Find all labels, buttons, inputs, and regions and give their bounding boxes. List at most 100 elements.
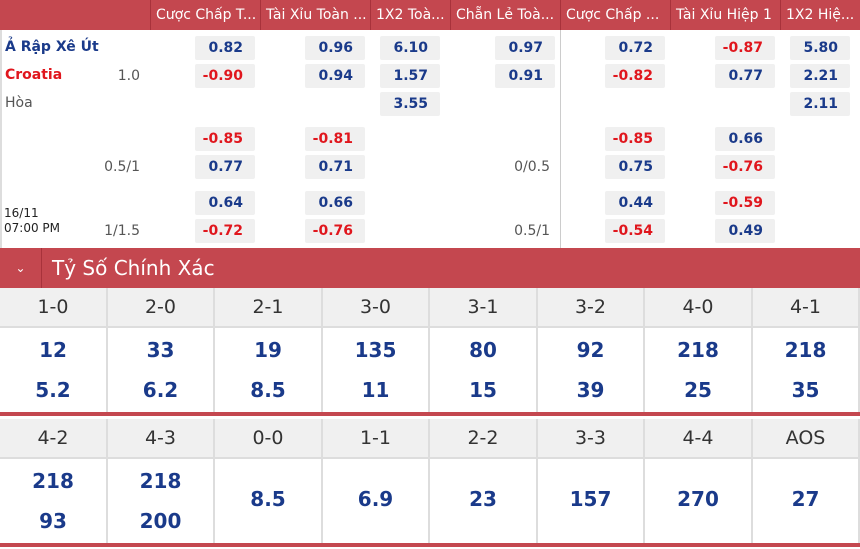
half-divider	[560, 30, 561, 248]
score-odds-cell[interactable]: 23	[430, 457, 538, 543]
score-odds-value[interactable]: 92	[576, 338, 605, 362]
odds-cell[interactable]: 2.11	[790, 92, 850, 116]
column-header[interactable]: 1X2 Toà...	[370, 0, 450, 30]
column-header[interactable]: Cược Chấp ...	[560, 0, 670, 30]
score-odds-value[interactable]: 80	[469, 338, 497, 362]
score-odds-value[interactable]: 270	[677, 487, 719, 511]
odds-cell[interactable]: -0.76	[305, 219, 365, 243]
score-odds-cell[interactable]: 218 35	[753, 326, 860, 412]
odds-cell[interactable]: 0.77	[715, 64, 775, 88]
column-header[interactable]: Chẵn Lẻ Toà...	[450, 0, 560, 30]
odds-cell[interactable]: -0.85	[195, 127, 255, 151]
score-odds-cell[interactable]: 218 93	[0, 457, 108, 543]
odds-cell[interactable]: 0.94	[305, 64, 365, 88]
score-odds-value[interactable]: 157	[569, 487, 612, 511]
odds-cell[interactable]: 0.97	[495, 36, 555, 60]
row-divider	[0, 543, 860, 547]
score-odds-value[interactable]: 218	[32, 469, 74, 493]
odds-cell[interactable]: -0.87	[715, 36, 775, 60]
score-odds-cell[interactable]: 218 200	[108, 457, 215, 543]
column-header[interactable]: Tài Xỉu Hiệp 1	[670, 0, 780, 30]
score-odds-cell[interactable]: 33 6.2	[108, 326, 215, 412]
score-label: 3-1	[430, 288, 538, 326]
odds-cell[interactable]: 0.82	[195, 36, 255, 60]
score-label: 1-1	[323, 419, 430, 457]
handicap-line-label: 0.5/1	[104, 159, 140, 175]
handicap-line-label: 0/0.5	[514, 159, 550, 175]
score-odds-value[interactable]: 218	[139, 469, 182, 493]
score-odds-value[interactable]: 23	[469, 487, 497, 511]
column-header[interactable]: 1X2 Hiệ...	[780, 0, 860, 30]
odds-cell[interactable]: -0.85	[605, 127, 665, 151]
score-odds-value[interactable]: 5.2	[35, 378, 71, 402]
score-odds-cell[interactable]: 92 39	[538, 326, 645, 412]
score-label: 3-2	[538, 288, 645, 326]
score-odds-cell[interactable]: 80 15	[430, 326, 538, 412]
odds-cell[interactable]: 1.57	[380, 64, 440, 88]
score-odds-cell[interactable]: 12 5.2	[0, 326, 108, 412]
draw-label: Hòa	[5, 95, 33, 111]
odds-cell[interactable]: 0.72	[605, 36, 665, 60]
score-odds-value[interactable]: 12	[39, 338, 67, 362]
score-odds-value[interactable]: 19	[254, 338, 282, 362]
score-odds-value[interactable]: 39	[576, 378, 605, 402]
score-odds-value[interactable]: 11	[361, 378, 390, 402]
score-odds-value[interactable]: 33	[146, 338, 175, 362]
odds-cell[interactable]: 0.66	[305, 191, 365, 215]
score-odds-value[interactable]: 8.5	[250, 487, 286, 511]
score-label: 4-4	[645, 419, 753, 457]
odds-cell[interactable]: 5.80	[790, 36, 850, 60]
score-odds-value[interactable]: 218	[784, 338, 827, 362]
score-odds-cell[interactable]: 8.5	[215, 457, 323, 543]
odds-cell[interactable]: -0.76	[715, 155, 775, 179]
match-date: 16/11	[4, 206, 39, 220]
score-odds-cell[interactable]: 6.9	[323, 457, 430, 543]
score-odds-value[interactable]: 135	[354, 338, 397, 362]
column-header[interactable]: Tài Xỉu Toàn ...	[260, 0, 370, 30]
odds-cell[interactable]: 0.96	[305, 36, 365, 60]
odds-cell[interactable]: 0.66	[715, 127, 775, 151]
score-odds-cell[interactable]: 27	[753, 457, 860, 543]
odds-cell[interactable]: 0.71	[305, 155, 365, 179]
score-odds-cell[interactable]: 157	[538, 457, 645, 543]
odds-cell[interactable]: 0.64	[195, 191, 255, 215]
score-label: 4-0	[645, 288, 753, 326]
score-odds-value[interactable]: 6.9	[357, 487, 394, 511]
odds-cell[interactable]: -0.54	[605, 219, 665, 243]
odds-cell[interactable]: 0.75	[605, 155, 665, 179]
odds-cell[interactable]: 3.55	[380, 92, 440, 116]
odds-cell[interactable]: 2.21	[790, 64, 850, 88]
odds-cell[interactable]: 0.44	[605, 191, 665, 215]
score-label: 1-0	[0, 288, 108, 326]
score-odds-cell[interactable]: 270	[645, 457, 753, 543]
chevron-down-icon[interactable]: ⌄	[0, 248, 42, 288]
score-odds-value[interactable]: 25	[684, 378, 712, 402]
column-header[interactable]: Cược Chấp T...	[150, 0, 260, 30]
score-odds-value[interactable]: 200	[139, 509, 182, 533]
odds-cell[interactable]: -0.59	[715, 191, 775, 215]
odds-cell[interactable]: 0.77	[195, 155, 255, 179]
score-odds-value[interactable]: 35	[791, 378, 820, 402]
score-odds-cell[interactable]: 218 25	[645, 326, 753, 412]
score-odds-value[interactable]: 27	[791, 487, 820, 511]
score-label: 0-0	[215, 419, 323, 457]
score-label: 2-2	[430, 419, 538, 457]
home-team-name: Ả Rập Xê Út	[5, 39, 99, 55]
correct-score-section-bar[interactable]: ⌄ Tỷ Số Chính Xác	[0, 248, 860, 288]
odds-cell[interactable]: 0.91	[495, 64, 555, 88]
odds-cell[interactable]: -0.82	[605, 64, 665, 88]
score-odds-cell[interactable]: 135 11	[323, 326, 430, 412]
match-time: 07:00 PM	[4, 221, 60, 235]
odds-cell[interactable]: -0.72	[195, 219, 255, 243]
odds-cell[interactable]: 6.10	[380, 36, 440, 60]
score-odds-value[interactable]: 15	[469, 378, 497, 402]
score-odds-value[interactable]: 93	[39, 509, 67, 533]
score-odds-cell[interactable]: 19 8.5	[215, 326, 323, 412]
odds-cell[interactable]: 0.49	[715, 219, 775, 243]
row-divider	[0, 412, 860, 416]
odds-cell[interactable]: -0.90	[195, 64, 255, 88]
score-odds-value[interactable]: 218	[677, 338, 719, 362]
score-odds-value[interactable]: 8.5	[250, 378, 286, 402]
score-odds-value[interactable]: 6.2	[142, 378, 179, 402]
odds-cell[interactable]: -0.81	[305, 127, 365, 151]
